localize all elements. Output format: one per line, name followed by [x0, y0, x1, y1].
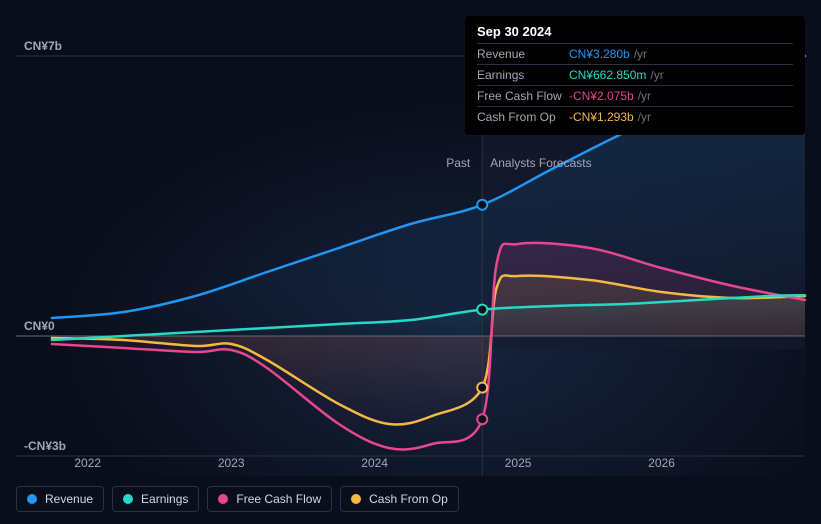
- section-label-forecast: Analysts Forecasts: [490, 156, 591, 170]
- x-axis-label: 2022: [74, 456, 101, 470]
- legend-swatch-icon: [351, 494, 361, 504]
- tooltip-metric-label: Revenue: [477, 47, 569, 61]
- x-axis-label: 2026: [648, 456, 675, 470]
- tooltip-row: Cash From Op-CN¥1.293b/yr: [477, 106, 793, 127]
- legend-item-cash_from_op[interactable]: Cash From Op: [340, 486, 459, 512]
- marker-earnings: [477, 305, 487, 315]
- tooltip-metric-value: -CN¥1.293b: [569, 110, 634, 124]
- x-axis-label: 2025: [505, 456, 532, 470]
- legend-swatch-icon: [27, 494, 37, 504]
- legend-label: Revenue: [45, 492, 93, 506]
- tooltip-metric-value: CN¥3.280b: [569, 47, 630, 61]
- legend-label: Free Cash Flow: [236, 492, 321, 506]
- tooltip-unit: /yr: [634, 47, 647, 61]
- legend-swatch-icon: [218, 494, 228, 504]
- data-tooltip: Sep 30 2024 RevenueCN¥3.280b/yrEarningsC…: [465, 16, 805, 135]
- legend-swatch-icon: [123, 494, 133, 504]
- legend-item-earnings[interactable]: Earnings: [112, 486, 199, 512]
- tooltip-metric-value: -CN¥2.075b: [569, 89, 634, 103]
- y-axis-label: -CN¥3b: [24, 439, 66, 453]
- legend-item-revenue[interactable]: Revenue: [16, 486, 104, 512]
- tooltip-row: RevenueCN¥3.280b/yr: [477, 43, 793, 64]
- tooltip-date: Sep 30 2024: [477, 24, 793, 43]
- legend-label: Cash From Op: [369, 492, 448, 506]
- y-axis-label: CN¥7b: [24, 39, 62, 53]
- tooltip-unit: /yr: [638, 110, 651, 124]
- marker-revenue: [477, 200, 487, 210]
- chart-legend: Revenue Earnings Free Cash Flow Cash From O…: [16, 486, 459, 512]
- x-axis-label: 2023: [218, 456, 245, 470]
- tooltip-unit: /yr: [638, 89, 651, 103]
- marker-free_cash_flow: [477, 414, 487, 424]
- x-axis-label: 2024: [361, 456, 388, 470]
- marker-cash_from_op: [477, 383, 487, 393]
- tooltip-unit: /yr: [650, 68, 663, 82]
- tooltip-metric-label: Earnings: [477, 68, 569, 82]
- legend-label: Earnings: [141, 492, 188, 506]
- section-label-past: Past: [446, 156, 470, 170]
- legend-item-free_cash_flow[interactable]: Free Cash Flow: [207, 486, 332, 512]
- financial-forecast-chart: Sep 30 2024 RevenueCN¥3.280b/yrEarningsC…: [0, 0, 821, 524]
- tooltip-metric-label: Cash From Op: [477, 110, 569, 124]
- tooltip-metric-value: CN¥662.850m: [569, 68, 646, 82]
- tooltip-metric-label: Free Cash Flow: [477, 89, 569, 103]
- tooltip-row: Free Cash Flow-CN¥2.075b/yr: [477, 85, 793, 106]
- y-axis-label: CN¥0: [24, 319, 55, 333]
- tooltip-row: EarningsCN¥662.850m/yr: [477, 64, 793, 85]
